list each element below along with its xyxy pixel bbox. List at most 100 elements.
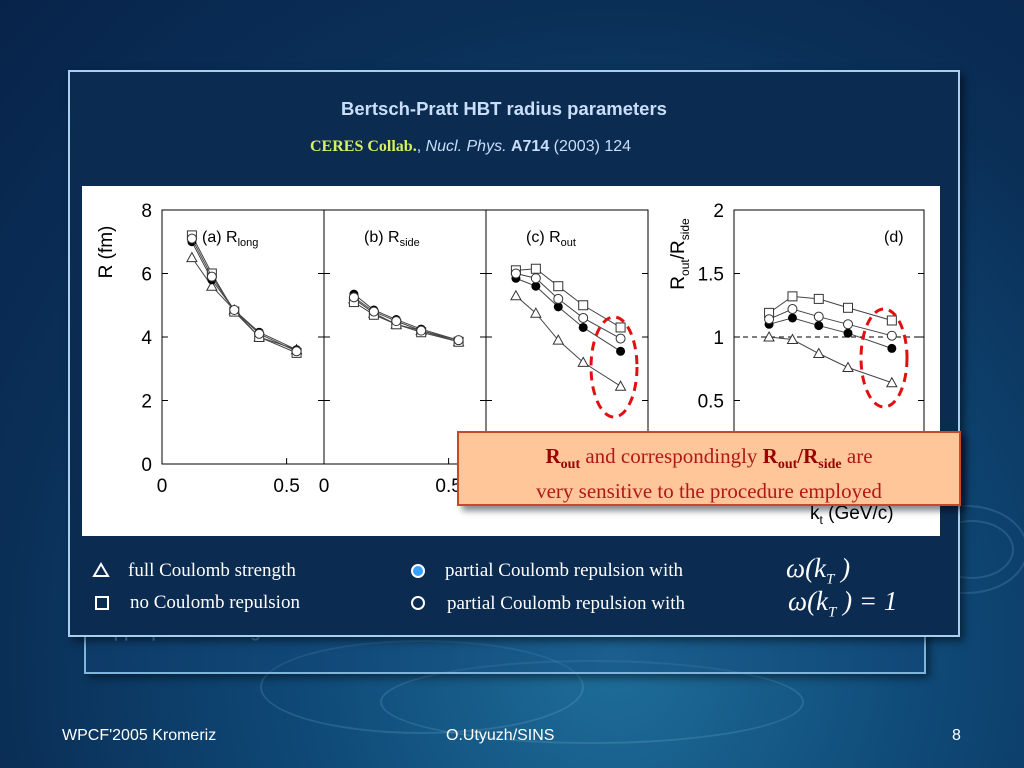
y-axis-label-r-fm: R (fm) (96, 226, 117, 279)
y-tick-label-right: 0.5 (698, 392, 724, 413)
panel-label-text: (d) (884, 229, 904, 246)
data-point-square (615, 322, 626, 333)
ratio-label-base: R (668, 276, 689, 290)
ratio-label-mid: /R (668, 240, 689, 259)
omega-formula-2: ω(kT ) = 1 (788, 586, 897, 621)
background-ripple (380, 660, 804, 744)
citation: CERES Collab., Nucl. Phys. A714 (2003) 1… (310, 138, 631, 156)
ratio-label-sub2: side (678, 218, 692, 240)
data-point-open-circle (578, 312, 589, 323)
omega1-sub: T (826, 571, 835, 588)
data-point-triangle (510, 289, 522, 301)
data-point-square (886, 315, 897, 326)
omega2-base: ω(k (788, 586, 829, 616)
data-point-filled-circle (814, 321, 824, 331)
data-point-triangle (186, 251, 198, 263)
data-point-triangle (529, 307, 542, 318)
panel-label-2: (c) Rout (526, 229, 576, 249)
footer-center: O.Utyuzh/SINS (446, 727, 555, 744)
data-point-square (813, 293, 824, 304)
panel-label-text: (a) R (202, 229, 238, 246)
data-point-open-circle (615, 333, 626, 344)
omega-formula-1: ω(kT ) (786, 553, 850, 588)
panel-label-3: (d) (884, 229, 904, 246)
x-tick-label: 0 (157, 476, 168, 497)
x-axis-label-end: (GeV/c) (823, 503, 894, 524)
x-axis-label: kt (GeV/c) (810, 503, 894, 527)
data-point-triangle (763, 330, 775, 342)
callout-line-1: Rout and correspondingly Rout/Rside are (459, 443, 959, 478)
data-point-triangle (842, 361, 854, 372)
callout-r-sub: out (560, 457, 581, 473)
legend-open-circle-icon (411, 596, 425, 610)
data-point-open-circle (764, 314, 775, 325)
series-line-circle-filled (515, 277, 621, 352)
y-axis-label-ratio: Rout/Rside (668, 218, 692, 290)
data-point-open-circle (453, 335, 464, 346)
callout-end: are (841, 444, 873, 468)
y-tick-label-right: 2 (713, 201, 724, 222)
data-point-triangle (205, 280, 218, 291)
data-point-open-circle (206, 271, 217, 282)
data-point-open-circle (186, 233, 197, 244)
legend-no-coulomb: no Coulomb repulsion (130, 592, 300, 613)
highlight-ellipse-rout (589, 315, 639, 419)
series-line-circle-filled (191, 241, 297, 351)
citation-collab: CERES Collab. (310, 138, 417, 155)
data-point-filled-circle (787, 313, 797, 323)
data-point-open-circle (348, 292, 359, 303)
data-point-open-circle (416, 325, 427, 336)
slide-title: Bertsch-Pratt HBT radius parameters (341, 98, 667, 119)
callout-middle: and correspondingly (580, 444, 763, 468)
callout-r2-base: R (762, 444, 778, 468)
legend-triangle-icon (92, 562, 110, 577)
callout-r3-sub: side (818, 457, 842, 473)
data-point-triangle (577, 356, 590, 367)
citation-volume: A714 (510, 138, 550, 155)
y-tick-label-right: 1 (713, 328, 724, 349)
panel-label-0: (a) Rlong (202, 229, 258, 249)
x-tick-label: 0 (319, 476, 330, 497)
legend-square-icon (95, 596, 109, 610)
data-point-square (553, 281, 564, 292)
callout-r2-sub: out (777, 457, 798, 473)
footer-page-number: 8 (952, 727, 961, 744)
panel-label-sub: side (400, 237, 420, 249)
ratio-label-sub1: out (678, 259, 692, 276)
series-line-square-open (191, 235, 297, 354)
data-point-square (578, 300, 589, 311)
data-point-filled-circle (553, 302, 563, 312)
data-point-open-circle (510, 268, 521, 279)
data-point-open-circle (787, 304, 798, 315)
series-line-circle-open (191, 238, 297, 352)
y-tick-label-left: 8 (141, 201, 152, 222)
panel-label-sub: long (238, 237, 259, 249)
omega1-base: ω(k (786, 553, 827, 583)
legend-partial-coulomb-1: partial Coulomb repulsion with (445, 560, 684, 581)
data-point-triangle (812, 347, 825, 359)
legend-full-coulomb: full Coulomb strength (128, 560, 296, 581)
panel-label-sub: out (561, 237, 576, 249)
x-axis-label-base: k (810, 503, 820, 524)
data-point-open-circle (254, 328, 265, 339)
callout-slash: /R (797, 444, 819, 468)
omega1-end: ) (834, 553, 851, 583)
data-point-open-circle (391, 316, 402, 327)
data-point-open-circle (886, 330, 897, 341)
data-point-open-circle (813, 311, 824, 322)
data-point-open-circle (368, 306, 379, 317)
data-point-square (843, 302, 853, 313)
panel-label-1: (b) Rside (364, 229, 420, 249)
footer-left: WPCF'2005 Kromeriz (62, 727, 217, 744)
panel-label-text: (b) R (364, 229, 400, 246)
callout-r-base: R (545, 444, 561, 468)
citation-year-page: (2003) 124 (553, 138, 632, 155)
y-tick-label-left: 2 (141, 392, 152, 413)
data-point-filled-circle (616, 346, 626, 356)
data-point-open-circle (530, 273, 541, 284)
data-point-triangle (885, 376, 898, 388)
y-tick-label-left: 0 (141, 455, 152, 476)
legend-partial-coulomb-2: partial Coulomb repulsion with (447, 593, 686, 614)
omega2-end: ) = 1 (836, 586, 898, 616)
citation-journal: Nucl. Phys. (425, 138, 507, 155)
